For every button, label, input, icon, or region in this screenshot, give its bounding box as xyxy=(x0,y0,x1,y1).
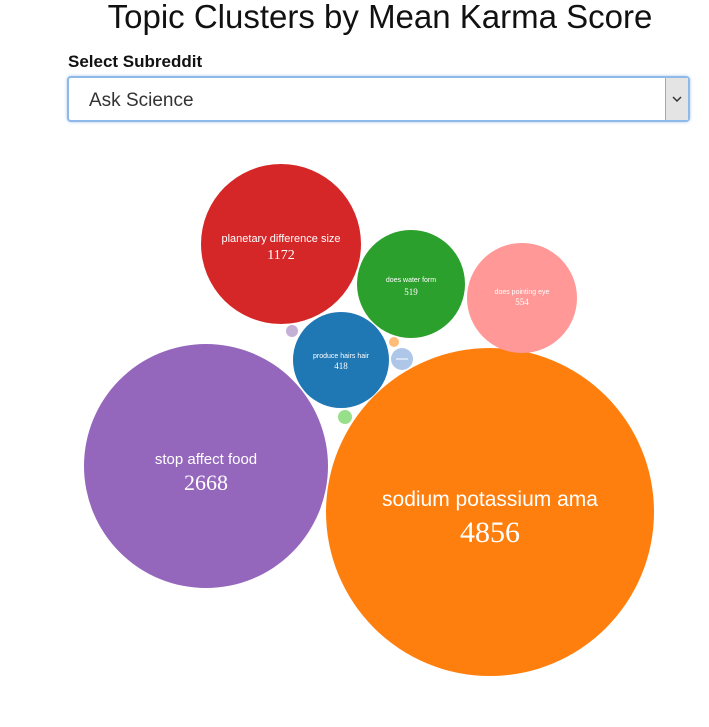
bubble-sodium-potassium-ama: sodium potassium ama 4856 xyxy=(326,348,654,676)
bubble-circle xyxy=(467,243,577,353)
bubble-does-water-form: does water form 519 xyxy=(357,230,465,338)
chevron-down-icon[interactable] xyxy=(665,78,688,120)
bubble-value: 4856 xyxy=(460,516,520,549)
bubble-stop-affect-food: stop affect food 2668 xyxy=(84,344,328,588)
subreddit-select-label: Select Subreddit xyxy=(68,52,203,71)
bubble-circle xyxy=(338,410,352,424)
bubble-value: 2668 xyxy=(184,470,228,495)
bubble-planetary-difference-size: planetary difference size 1172 xyxy=(201,164,361,324)
bubble-circle xyxy=(293,312,389,408)
bubble-circle xyxy=(201,164,361,324)
bubble-value: 1172 xyxy=(267,248,294,263)
bubble-value: 554 xyxy=(515,297,529,307)
bubble-circle xyxy=(84,344,328,588)
bubble-label: does water form xyxy=(386,277,436,284)
bubble-unlabeled-6 xyxy=(391,348,413,370)
subreddit-select-value: Ask Science xyxy=(89,90,194,111)
bubble-label: sodium potassium ama xyxy=(382,488,598,511)
bubble-value: 519 xyxy=(404,287,418,297)
subreddit-select[interactable]: Ask Science xyxy=(67,76,690,122)
bubble-value: 418 xyxy=(334,361,348,371)
bubble-circle xyxy=(389,337,399,347)
bubble-unlabeled-9 xyxy=(389,337,399,347)
bubble-label: produce hairs hair xyxy=(313,353,370,360)
bubble-label: does pointing eye xyxy=(495,289,550,296)
bubble-unlabeled-8 xyxy=(286,325,298,337)
bubble-label: stop affect food xyxy=(155,451,257,468)
bubble-label: planetary difference size xyxy=(221,233,340,245)
bubble-circle xyxy=(286,325,298,337)
bubble-circle xyxy=(357,230,465,338)
bubble-circle xyxy=(326,348,654,676)
page-title: Topic Clusters by Mean Karma Score xyxy=(107,0,653,35)
bubble-unlabeled-7 xyxy=(338,410,352,424)
